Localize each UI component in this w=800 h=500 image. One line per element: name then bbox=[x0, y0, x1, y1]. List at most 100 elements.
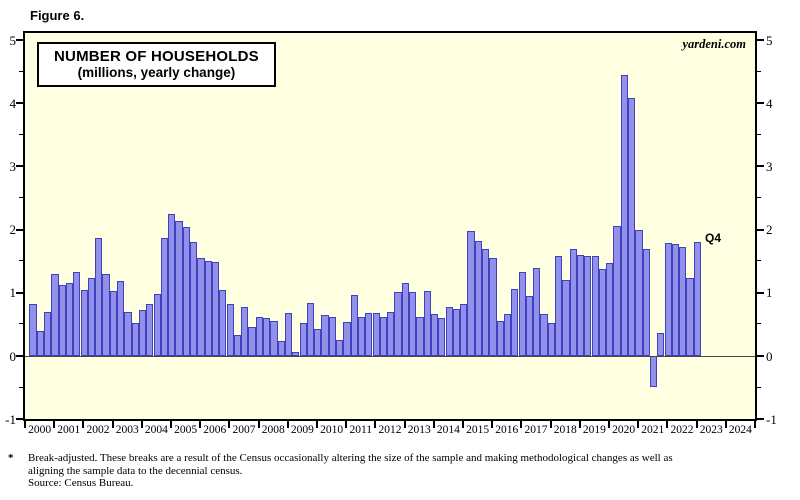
bar-2006-Q4 bbox=[226, 303, 234, 356]
watermark-yardeni: yardeni.com bbox=[682, 37, 746, 51]
bar-2018-Q3 bbox=[569, 248, 577, 356]
bar-2020-Q4 bbox=[635, 230, 643, 356]
bar-2019-Q4 bbox=[606, 262, 614, 356]
x-tick bbox=[53, 421, 56, 428]
x-axis-label-2007: 2007 bbox=[232, 424, 256, 436]
y-axis-label-right: 3 bbox=[766, 158, 773, 174]
bar-2011-Q3 bbox=[365, 313, 373, 356]
last-point-label: Q4 bbox=[705, 230, 722, 245]
bar-2001-Q4 bbox=[80, 290, 88, 356]
x-tick bbox=[549, 421, 552, 428]
x-axis-label-2019: 2019 bbox=[582, 424, 606, 436]
x-axis-label-2001: 2001 bbox=[57, 424, 81, 436]
bar-2011-Q1 bbox=[350, 294, 358, 356]
bar-2014-Q3 bbox=[452, 309, 461, 356]
bar-2006-Q2 bbox=[211, 261, 220, 356]
x-tick bbox=[578, 421, 581, 428]
y-axis-label-left: -1 bbox=[5, 411, 16, 427]
bar-2022-Q3 bbox=[686, 277, 694, 356]
y-tick-right bbox=[757, 291, 764, 294]
bar-2009-Q2 bbox=[299, 322, 307, 356]
bar-2002-Q3 bbox=[102, 273, 110, 356]
x-tick bbox=[754, 421, 756, 428]
x-axis-label-2018: 2018 bbox=[553, 424, 577, 436]
y-tick-right bbox=[757, 418, 764, 421]
bar-2003-Q4 bbox=[138, 309, 147, 356]
bar-2007-Q2 bbox=[241, 307, 249, 356]
x-tick bbox=[403, 421, 406, 428]
bar-2009-Q3 bbox=[306, 302, 315, 356]
y-tick-right bbox=[757, 228, 764, 231]
bar-2015-Q1 bbox=[467, 230, 475, 356]
bar-2021-Q1 bbox=[642, 249, 650, 356]
bar-2006-Q1 bbox=[204, 261, 212, 356]
chart-subtitle: (millions, yearly change) bbox=[77, 65, 236, 80]
y-tick-left bbox=[19, 260, 23, 262]
x-tick bbox=[228, 421, 231, 428]
x-axis-label-2020: 2020 bbox=[612, 424, 636, 436]
bar-2020-Q2 bbox=[620, 74, 628, 356]
y-axis-label-left: 3 bbox=[9, 158, 17, 174]
y-tick-left bbox=[19, 323, 23, 325]
bar-2007-Q4 bbox=[255, 316, 263, 356]
y-axis-label-right: 1 bbox=[766, 285, 773, 301]
bar-2004-Q3 bbox=[160, 238, 169, 356]
bar-2007-Q1 bbox=[233, 334, 242, 356]
y-tick-left bbox=[16, 418, 23, 421]
y-axis-label-right: 5 bbox=[766, 32, 773, 48]
bar-2008-Q2 bbox=[270, 320, 278, 356]
bar-2005-Q2 bbox=[182, 227, 190, 356]
x-tick bbox=[491, 421, 494, 428]
y-axis-label-right: 2 bbox=[766, 222, 773, 238]
bar-2013-Q4 bbox=[430, 314, 439, 356]
x-axis-label-2000: 2000 bbox=[28, 424, 52, 436]
bar-2002-Q4 bbox=[109, 290, 117, 356]
footnote-line2: aligning the sample data to the decennia… bbox=[28, 464, 243, 477]
x-axis-label-2004: 2004 bbox=[144, 424, 168, 436]
x-tick bbox=[170, 421, 172, 428]
bar-2014-Q2 bbox=[445, 306, 453, 356]
bar-2002-Q1 bbox=[87, 277, 96, 356]
x-tick bbox=[724, 421, 727, 428]
bar-2021-Q3 bbox=[657, 332, 665, 356]
x-axis-label-2008: 2008 bbox=[261, 424, 285, 436]
bar-2012-Q2 bbox=[387, 312, 395, 356]
bar-2010-Q3 bbox=[336, 340, 344, 356]
bar-2004-Q2 bbox=[153, 294, 161, 356]
x-tick bbox=[111, 421, 114, 428]
bar-2001-Q2 bbox=[65, 283, 74, 356]
bar-2018-Q2 bbox=[562, 280, 570, 356]
y-tick-right bbox=[757, 260, 761, 262]
bar-2000-Q2 bbox=[36, 330, 44, 356]
bar-2019-Q1 bbox=[584, 256, 592, 356]
bar-2003-Q2 bbox=[124, 312, 132, 356]
x-tick bbox=[286, 421, 289, 428]
bar-2005-Q1 bbox=[175, 220, 183, 356]
bar-2012-Q3 bbox=[394, 291, 402, 356]
x-tick bbox=[432, 421, 435, 428]
footnote-text: Break-adjusted. These breaks are a resul… bbox=[28, 452, 788, 490]
bar-2018-Q4 bbox=[576, 254, 585, 356]
x-tick bbox=[199, 421, 202, 428]
y-tick-right bbox=[757, 133, 761, 135]
x-axis-label-2011: 2011 bbox=[349, 424, 373, 436]
y-axis-label-right: 0 bbox=[766, 348, 773, 364]
x-axis-label-2003: 2003 bbox=[115, 424, 139, 436]
zero-axis-line bbox=[25, 356, 755, 357]
figure-label: Figure 6. bbox=[30, 8, 85, 23]
x-axis-label-2005: 2005 bbox=[174, 424, 198, 436]
bar-2011-Q4 bbox=[372, 313, 380, 356]
x-tick bbox=[608, 421, 610, 428]
bar-2017-Q2 bbox=[533, 267, 541, 356]
bar-2008-Q1 bbox=[263, 318, 271, 356]
x-tick bbox=[666, 421, 669, 428]
bar-2021-Q2 bbox=[649, 356, 658, 387]
bar-2000-Q3 bbox=[44, 311, 52, 356]
bar-2003-Q3 bbox=[131, 322, 139, 356]
bar-2013-Q3 bbox=[423, 290, 431, 356]
bar-2004-Q4 bbox=[168, 214, 176, 356]
bar-2022-Q4 bbox=[693, 241, 701, 356]
bar-2006-Q3 bbox=[219, 290, 227, 356]
y-tick-left bbox=[19, 133, 23, 135]
